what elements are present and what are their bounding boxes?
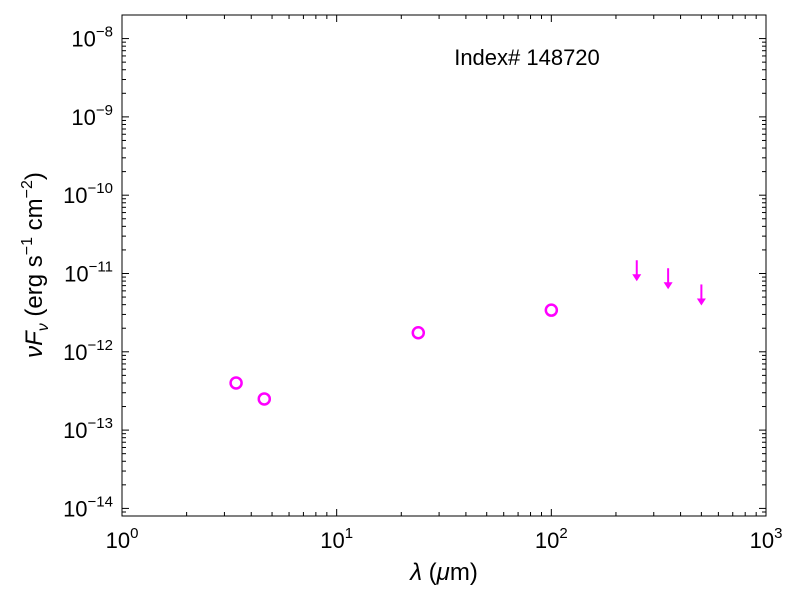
x-tick-label: 100: [106, 525, 139, 553]
upper-limit-head: [632, 274, 642, 282]
x-tick-exp: 2: [559, 525, 567, 542]
upper-limit-arrow: [663, 268, 673, 290]
y-tick-base: 10: [63, 496, 87, 521]
y-tick-label: 10−12: [63, 337, 113, 365]
x-tick-label: 103: [750, 525, 783, 553]
y-tick-label: 10−11: [64, 258, 113, 286]
y-axis-title: νFν (erg s−1 cm−2): [19, 172, 52, 358]
x-axis-title: λ (μm): [408, 559, 478, 586]
x-tick-exp: 3: [774, 525, 782, 542]
x-tick-exp: 1: [345, 525, 353, 542]
upper-limit-head: [696, 298, 706, 306]
x-tick-label: 101: [320, 525, 353, 553]
y-tick-label: 10−13: [63, 415, 113, 443]
y-tick-base: 10: [63, 183, 87, 208]
x-tick-label: 102: [535, 525, 568, 553]
axis-ticks: [121, 15, 767, 516]
y-tick-exp: −12: [88, 337, 113, 354]
data-point: [257, 392, 272, 406]
y-tick-base: 10: [64, 261, 88, 286]
axis-tick-labels: 100 101 102 10310−1410−1310−1210−1110−1010−…: [63, 24, 782, 553]
x-tick-exp: 0: [130, 525, 138, 542]
y-tick-base: 10: [63, 340, 87, 365]
chart-annotation: Index# 148720: [454, 45, 600, 70]
x-tick-base: 10: [320, 528, 344, 553]
data-point: [229, 376, 243, 390]
y-tick-exp: −10: [88, 180, 113, 197]
x-tick-base: 10: [750, 528, 774, 553]
y-tick-label: 10−9: [71, 102, 113, 130]
y-tick-label: 10−8: [71, 24, 113, 52]
upper-limit-head: [663, 282, 673, 290]
y-tick-label: 10−14: [63, 493, 113, 521]
y-tick-exp: −13: [88, 415, 113, 432]
y-tick-exp: −8: [96, 24, 113, 41]
x-tick-base: 10: [535, 528, 559, 553]
x-tick-base: 10: [106, 528, 130, 553]
y-tick-base: 10: [71, 27, 95, 52]
y-tick-exp: −14: [88, 493, 113, 510]
data-point: [544, 303, 559, 317]
y-tick-exp: −9: [96, 102, 113, 119]
upper-limit-arrow: [632, 260, 642, 282]
y-tick-exp: −11: [89, 258, 113, 275]
y-tick-base: 10: [63, 418, 87, 443]
upper-limit-arrow: [696, 284, 706, 306]
data-marks: [229, 260, 706, 406]
y-tick-base: 10: [71, 105, 95, 130]
y-tick-label: 10−10: [63, 180, 113, 208]
plot-frame: [121, 14, 767, 517]
data-point: [411, 326, 426, 340]
